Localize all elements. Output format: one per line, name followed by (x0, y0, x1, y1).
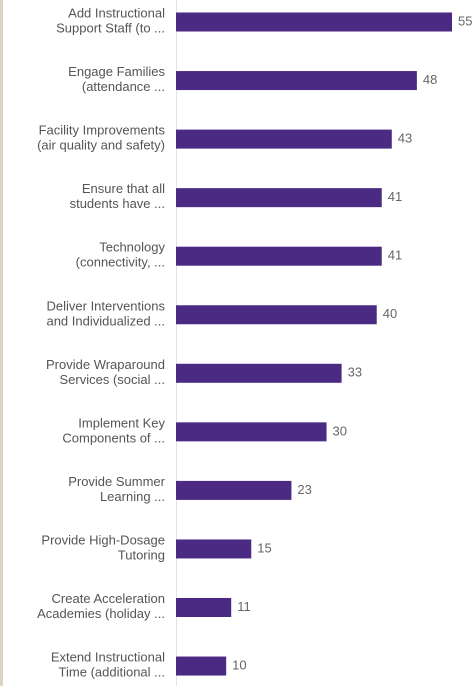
category-label: Provide High-Dosage Tutoring (41, 533, 165, 563)
category-label-line: and Individualized ... (46, 314, 165, 329)
value-label: 23 (297, 482, 311, 497)
bar (176, 422, 327, 442)
category-label-line: Technology (99, 240, 165, 255)
bar (176, 363, 342, 383)
category-label-line: Tutoring (118, 548, 165, 563)
value-label: 55 (458, 13, 472, 28)
category-label: Facility Improvements (air quality and sa… (37, 123, 165, 153)
category-label-line: Add Instructional (68, 6, 165, 21)
value-label: 10 (232, 657, 246, 672)
category-label-line: Services (social ... (60, 372, 165, 387)
category-label-line: Provide Wraparound (46, 357, 165, 372)
bar (176, 305, 377, 325)
value-label: 41 (388, 248, 402, 263)
category-label: Create Acceleration Academies (holiday ..… (37, 591, 165, 621)
bar (176, 480, 292, 500)
value-label: 30 (333, 423, 347, 438)
category-label: Deliver Interventions and Individualized … (46, 299, 165, 329)
category-label-line: Academies (holiday ... (37, 606, 165, 621)
category-label: Provide Summer Learning ... (68, 474, 165, 504)
category-label-line: (connectivity, ... (76, 255, 165, 270)
bar (176, 188, 382, 208)
bar (176, 129, 392, 149)
category-label-line: (air quality and safety) (37, 138, 165, 153)
category-label: Technology (connectivity, ... (76, 240, 166, 270)
bar (176, 598, 232, 617)
bar (176, 12, 452, 32)
category-label-line: Extend Instructional (51, 650, 165, 665)
bar (176, 71, 417, 91)
category-label: Add Instructional Support Staff (to ... (56, 6, 165, 36)
bar (176, 539, 252, 559)
category-label-line: Ensure that all (82, 182, 165, 197)
value-label: 48 (423, 72, 437, 87)
category-label-line: students have ... (70, 197, 165, 212)
category-label-line: Deliver Interventions (47, 299, 166, 314)
category-label-line: Provide High-Dosage (41, 533, 165, 548)
category-label-line: Learning ... (100, 489, 165, 504)
side-strip (0, 0, 3, 686)
category-label-line: Create Acceleration (52, 591, 165, 606)
value-label: 41 (388, 189, 402, 204)
value-label: 11 (237, 599, 251, 614)
category-label-line: Engage Families (68, 64, 165, 79)
category-label: Provide Wraparound Services (social ... (46, 357, 165, 387)
category-label: Extend Instructional Time (additional ... (51, 650, 165, 680)
category-label-line: Provide Summer (68, 474, 165, 489)
category-label-line: (attendance ... (82, 79, 165, 94)
category-label: Ensure that all students have ... (70, 182, 166, 212)
category-label-line: Facility Improvements (39, 123, 166, 138)
category-label-line: Components of ... (62, 431, 165, 446)
bar (176, 656, 227, 676)
value-label: 33 (348, 365, 362, 380)
category-label-line: Support Staff (to ... (56, 21, 165, 36)
category-label-line: Implement Key (78, 416, 165, 431)
category-label: Implement Key Components of ... (62, 416, 165, 446)
bar (176, 246, 382, 266)
value-label: 40 (383, 306, 397, 321)
category-label: Engage Families (attendance ... (68, 64, 165, 94)
category-label-line: Time (additional ... (59, 665, 165, 680)
value-label: 43 (398, 131, 412, 146)
value-label: 15 (257, 540, 271, 555)
